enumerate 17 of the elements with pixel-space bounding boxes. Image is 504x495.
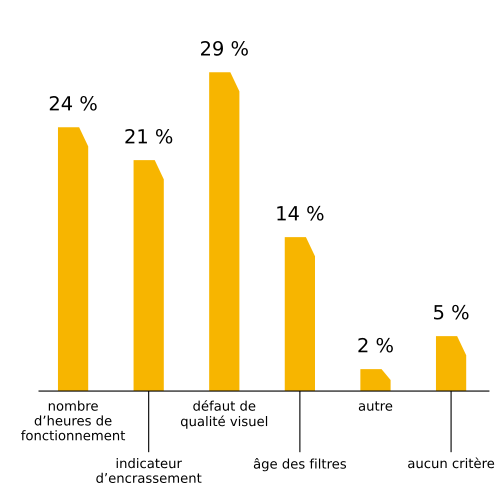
bar [209, 72, 240, 392]
bar [284, 237, 315, 392]
bar [436, 336, 466, 392]
x-tick-label: indicateur d’encrassement [96, 458, 202, 483]
data-label: 5 % [434, 304, 469, 320]
x-tick-label: autre [358, 401, 392, 411]
x-tick-label: âge des filtres [254, 458, 346, 472]
data-label: 29 % [201, 41, 248, 56]
bar [58, 127, 88, 392]
data-label: 14 % [277, 206, 324, 221]
bar [134, 160, 164, 392]
data-label: 24 % [50, 96, 97, 111]
x-tick-label: aucun critère [408, 457, 494, 468]
x-tick-label: défaut de qualité visuel [180, 400, 268, 429]
data-label: 21 % [125, 128, 172, 144]
data-label: 2 % [358, 338, 393, 353]
x-tick-label: nombre d’heures de fonctionnement [21, 400, 126, 440]
